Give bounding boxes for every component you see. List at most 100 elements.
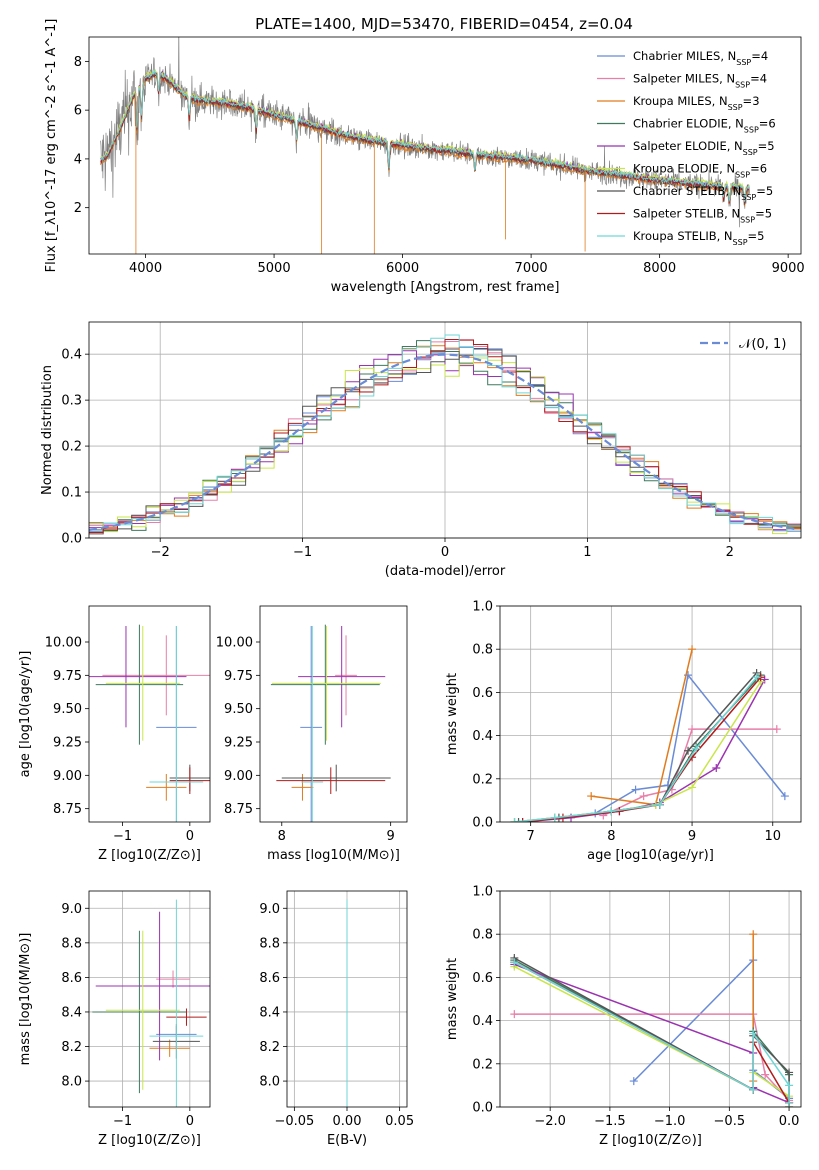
- massweight_vs_age-plot-area: [510, 645, 789, 822]
- x-tick-label: 0.00: [333, 1114, 362, 1129]
- marker: [607, 807, 616, 816]
- y-tick-label: 8.4: [259, 1005, 280, 1020]
- legend-entry: Salpeter MILES, NSSP=4: [633, 72, 767, 90]
- marker: [749, 1085, 758, 1094]
- legend-entry: Kroupa MILES, NSSP=3: [633, 94, 760, 112]
- mass-weight-line: [513, 961, 790, 1104]
- y-tick-label: 9.25: [224, 736, 253, 751]
- axes-frame: [88, 890, 211, 1108]
- mass-weight-line: [514, 681, 762, 822]
- y-tick-label: 8.75: [53, 802, 82, 817]
- x-tick-label: 9: [387, 829, 395, 844]
- y-tick-label: 0.0: [472, 1101, 493, 1116]
- x-tick-label: 1: [583, 545, 591, 560]
- mass-weight-line: [513, 957, 790, 1107]
- model-spectrum-line: [100, 68, 750, 202]
- x-axis-label: (data-model)/error: [385, 564, 506, 579]
- y-axis-label: mass weight: [445, 958, 460, 1040]
- y-tick-label: 9.50: [224, 702, 253, 717]
- x-tick-label: 0: [441, 545, 449, 560]
- x-tick-label: 0: [186, 829, 194, 844]
- marker: [631, 785, 640, 794]
- massweight_vs_Z-plot-area: [510, 930, 794, 1107]
- y-tick-label: 9.50: [53, 702, 82, 717]
- x-axis-label: age [log10(age/yr)]: [587, 848, 714, 863]
- y-tick-label: 9.00: [224, 769, 253, 784]
- x-tick-label: −1: [113, 1114, 132, 1129]
- y-tick-label: 8.8: [61, 936, 82, 951]
- legend-entry: Chabrier MILES, NSSP=4: [633, 49, 768, 67]
- y-tick-label: 8.0: [61, 1075, 82, 1090]
- y-tick-label: 9.75: [53, 669, 82, 684]
- spectrum-legend: Chabrier MILES, NSSP=4 Salpeter MILES, NS…: [597, 49, 776, 247]
- x-tick-label: −1: [293, 545, 312, 560]
- y-tick-label: 8.6: [61, 971, 82, 986]
- y-tick-label: 9.25: [53, 736, 82, 751]
- normal-curve: [89, 353, 799, 531]
- x-tick-label: −2.0: [534, 1114, 566, 1129]
- y-tick-label: 9.0: [259, 902, 280, 917]
- legend-entry: Kroupa ELODIE, NSSP=6: [633, 162, 767, 180]
- y-tick-label: 0.8: [472, 928, 493, 943]
- marker: [692, 744, 701, 753]
- x-tick-label: 8: [278, 829, 286, 844]
- y-tick-label: 8.4: [61, 1005, 82, 1020]
- model-spectrum-line: [100, 69, 750, 202]
- y-tick-label: 4: [74, 152, 82, 167]
- mass-weight-line: [513, 961, 790, 1103]
- x-tick-label: 5000: [258, 261, 291, 276]
- y-axis-label: mass weight: [445, 673, 460, 755]
- residual-histogram: [89, 339, 801, 533]
- marker: [785, 1068, 794, 1077]
- marker: [510, 818, 519, 822]
- x-tick-label: 0: [186, 1114, 194, 1129]
- error-bar: [156, 970, 190, 988]
- x-tick-label: −1.0: [654, 1114, 686, 1129]
- x-tick-label: 10: [764, 829, 781, 844]
- marker: [761, 1070, 770, 1079]
- legend-entry: Salpeter ELODIE, NSSP=5: [633, 139, 775, 157]
- mass-weight-line: [591, 649, 693, 806]
- error-bar: [149, 899, 204, 1107]
- residual-histogram: [89, 357, 801, 535]
- x-tick-label: 9000: [772, 261, 805, 276]
- marker: [749, 930, 758, 939]
- y-tick-label: 0.0: [472, 816, 493, 831]
- x-tick-label: −1.5: [594, 1114, 626, 1129]
- massweight_vs_age-axes: 7 8 9 10 0.0 0.2 0.4 0.6 0.8 1.0 age [log10(age/yr…: [445, 600, 802, 863]
- figure-title: PLATE=1400, MJD=53470, FIBERID=0454, z=0…: [255, 15, 633, 33]
- error-bar: [271, 626, 381, 741]
- marker: [688, 645, 697, 654]
- mass-weight-line: [602, 728, 777, 817]
- age_vs_mass-axes: 8 9 8.75 9.00 9.25 9.50 9.75 10.00 mass [log10(M…: [216, 605, 408, 863]
- legend-entry: Kroupa STELIB, NSSP=5: [633, 229, 765, 247]
- marker: [510, 1010, 519, 1019]
- y-tick-label: 8.2: [259, 1040, 280, 1055]
- y-tick-label: 0.6: [472, 686, 493, 701]
- age_vs_Z-axes: −1 0 8.75 9.00 9.25 9.50 9.75 10.00 Z [log10(Z/Z…: [18, 605, 211, 863]
- error-bar: [89, 626, 187, 728]
- spectrum-axes: 4000 5000 6000 7000 8000 9000 2 4 6 8 wavelength […: [44, 19, 805, 295]
- y-tick-label: 8.75: [224, 802, 253, 817]
- x-tick-label: −0.05: [274, 1114, 314, 1129]
- y-tick-label: 0.2: [61, 440, 82, 455]
- y-axis-label: age [log10(age/yr)]: [18, 651, 33, 778]
- y-tick-label: 0.3: [61, 394, 82, 409]
- marker: [510, 958, 519, 967]
- marker: [785, 1081, 794, 1090]
- marker: [629, 1077, 638, 1086]
- y-axis-label: Flux [f_λ10^-17 erg cm^-2 s^-1 A^-1]: [44, 19, 59, 273]
- error-bar: [102, 635, 210, 716]
- legend-entry: 𝒩(0, 1): [739, 337, 786, 352]
- x-tick-label: 8000: [643, 261, 676, 276]
- marker: [550, 813, 559, 822]
- y-tick-label: 0.1: [61, 486, 82, 501]
- x-tick-label: −2: [151, 545, 170, 560]
- marker: [760, 675, 769, 684]
- error-bar: [149, 626, 204, 822]
- marker: [780, 792, 789, 801]
- x-axis-label: Z [log10(Z/Z⊙)]: [599, 1133, 702, 1148]
- massweight_vs_Z-axes: −2.0 −1.5 −1.0 −0.5 0.0 0.0 0.2 0.4 0.6 0.8 1.0 Z […: [445, 885, 802, 1148]
- marker: [688, 725, 697, 734]
- marker: [688, 783, 697, 792]
